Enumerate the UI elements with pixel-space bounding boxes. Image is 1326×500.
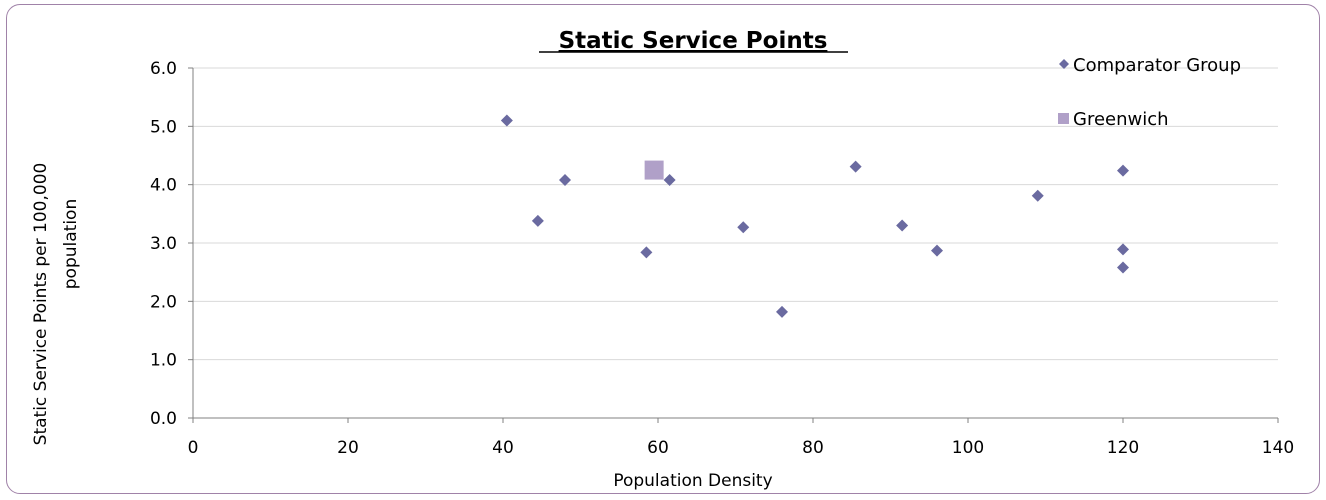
comparator-group-point (1117, 261, 1129, 274)
comparator-group-point (896, 219, 909, 232)
y-tick-label: 4.0 (150, 176, 177, 196)
x-tick-label: 40 (492, 438, 514, 458)
legend-label-greenwich: Greenwich (1073, 109, 1169, 130)
legend-square-marker (1058, 113, 1069, 124)
legend-label-comparator-group: Comparator Group (1073, 55, 1241, 76)
data-points (500, 114, 1129, 318)
comparator-group-point (1117, 164, 1129, 177)
x-axis-title: Population Density (613, 471, 772, 491)
comparator-group-point (1031, 189, 1044, 202)
x-tick-label: 100 (952, 438, 984, 458)
x-tick-labels: 0 20 40 60 80 100 120 140 (188, 438, 1295, 458)
y-tick-labels: 0.0 1.0 2.0 3.0 4.0 5.0 6.0 (150, 59, 177, 429)
comparator-group-point (737, 221, 750, 234)
comparator-group-point (640, 246, 653, 259)
y-axis-title-line-2: population (61, 199, 81, 289)
y-tick-label: 1.0 (150, 351, 177, 371)
y-tick-label: 6.0 (150, 59, 177, 79)
axes (188, 67, 1279, 423)
comparator-group-point (1117, 243, 1129, 256)
y-tick-label: 2.0 (150, 292, 177, 312)
comparator-group-point (849, 160, 862, 173)
comparator-group-point (559, 174, 571, 186)
comparator-group-point (931, 244, 943, 257)
legend-item-comparator-group: Comparator Group (1059, 55, 1241, 76)
comparator-group-point (776, 305, 788, 318)
comparator-group-point (663, 174, 676, 186)
x-tick-label: 20 (337, 438, 359, 458)
chart-frame (6, 4, 1320, 494)
legend-item-greenwich: Greenwich (1058, 109, 1169, 130)
x-tick-label: 0 (188, 438, 199, 458)
x-tick-label: 80 (802, 438, 824, 458)
legend-diamond-marker (1059, 59, 1069, 69)
y-axis-title-line-1: Static Service Points per 100,000 (31, 163, 51, 446)
chart-title: Static Service Points (559, 28, 828, 54)
y-tick-label: 5.0 (150, 117, 177, 137)
legend: Comparator Group Greenwich (1058, 55, 1241, 130)
y-tick-label: 3.0 (150, 234, 177, 254)
greenwich-point (644, 160, 664, 180)
y-axis-title: Static Service Points per 100,000 popula… (31, 163, 81, 446)
x-tick-label: 140 (1262, 438, 1294, 458)
comparator-group-point (500, 114, 513, 127)
x-tick-label: 120 (1107, 438, 1139, 458)
x-tick-label: 60 (647, 438, 669, 458)
gridlines (193, 67, 1278, 361)
y-tick-label: 0.0 (150, 409, 177, 429)
comparator-group-point (531, 214, 544, 227)
